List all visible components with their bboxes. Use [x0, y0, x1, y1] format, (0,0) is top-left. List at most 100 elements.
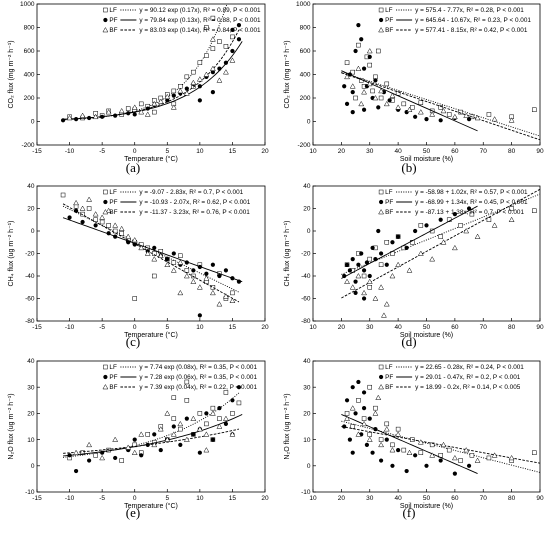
- point-pf: [152, 432, 157, 437]
- point-bf: [383, 301, 390, 307]
- legend-equation: y = 79.84 exp (0.13x), R² = 0.88, P < 0.…: [139, 17, 261, 24]
- point-bf: [86, 441, 93, 448]
- point-pf: [413, 228, 418, 234]
- y-tick-label: 40: [303, 183, 311, 190]
- point-bf: [389, 447, 396, 453]
- point-bf: [395, 261, 402, 267]
- point-bf: [151, 256, 158, 262]
- point-bf: [125, 233, 132, 239]
- legend-equation: y = 29.01 - 0.47x, R² = 0.2, P < 0.001: [415, 374, 521, 381]
- point-bf: [105, 109, 112, 115]
- point-lf: [367, 62, 372, 68]
- y-tick-label: -10: [25, 489, 35, 496]
- legend-marker-pf: [379, 17, 384, 23]
- point-lf: [80, 211, 85, 217]
- point-bf: [378, 441, 385, 448]
- point-lf: [125, 106, 131, 111]
- point-pf: [197, 313, 202, 318]
- x-tick-label: 10: [309, 495, 317, 502]
- point-pf: [165, 98, 170, 103]
- point-lf: [384, 240, 390, 245]
- x-tick-label: -10: [65, 495, 75, 502]
- point-lf: [210, 46, 216, 51]
- point-bf: [491, 222, 498, 228]
- y-tick-label: 0: [307, 463, 311, 470]
- legend-name: LF: [109, 189, 117, 196]
- point-lf: [458, 458, 463, 463]
- x-tick-label: 0: [133, 324, 137, 331]
- point-pf: [184, 260, 189, 265]
- point-bf: [381, 312, 387, 318]
- point-bf: [203, 431, 210, 437]
- x-tick-label: 30: [366, 148, 374, 155]
- point-pf: [376, 228, 381, 234]
- x-tick-label: 10: [196, 495, 204, 502]
- plot-area: [60, 4, 243, 123]
- y-tick-label: 600: [300, 48, 311, 55]
- point-lf: [367, 384, 372, 390]
- point-pf: [466, 206, 472, 211]
- point-pf: [236, 37, 242, 42]
- point-lf: [384, 421, 390, 427]
- point-lf: [80, 450, 85, 455]
- point-pf: [367, 416, 372, 421]
- point-lf: [152, 109, 157, 115]
- point-pf: [236, 385, 242, 390]
- point-lf: [418, 450, 424, 455]
- point-pf: [171, 251, 176, 256]
- y-tick-label: 40: [303, 358, 311, 365]
- point-pf: [424, 117, 429, 122]
- y-tick-label: 10: [27, 437, 35, 444]
- point-pf: [370, 450, 375, 455]
- y-tick-label: -60: [25, 296, 35, 303]
- point-bf: [344, 278, 350, 284]
- point-bf: [86, 196, 93, 202]
- point-lf: [353, 95, 358, 101]
- point-pf: [350, 90, 355, 95]
- x-tick-label: -5: [99, 495, 105, 502]
- legend-marker-bf: [378, 26, 385, 33]
- legend-marker-lf: [103, 189, 108, 195]
- point-bf: [451, 244, 458, 251]
- legend-name: BF: [385, 209, 393, 216]
- point-lf: [384, 81, 390, 87]
- point-bf: [151, 100, 158, 107]
- point-bf: [209, 410, 216, 416]
- legend-marker-bf: [102, 26, 109, 33]
- point-bf: [358, 100, 365, 107]
- point-lf: [223, 390, 229, 395]
- legend-equation: y = -58.98 + 1.02x, R² = 0.57, P < 0.001: [415, 189, 528, 196]
- point-bf: [355, 65, 362, 71]
- y-tick-label: 400: [300, 72, 311, 79]
- y-axis-title: N₂O flux (ug m⁻² h⁻¹): [284, 393, 291, 459]
- point-lf: [112, 228, 118, 234]
- point-pf: [60, 118, 66, 123]
- point-bf: [216, 423, 223, 429]
- point-lf: [99, 219, 105, 225]
- point-pf: [347, 437, 352, 442]
- point-pf: [424, 463, 429, 468]
- y-axis-title: CO₂ flux (mg m⁻² h⁻¹): [8, 40, 15, 108]
- point-bf: [73, 199, 80, 206]
- plot-area: [60, 192, 243, 318]
- point-bf: [417, 250, 424, 256]
- point-pf: [379, 251, 384, 256]
- point-bf: [229, 297, 236, 303]
- y-tick-label: 0: [307, 119, 311, 126]
- point-bf: [170, 431, 177, 437]
- point-lf: [217, 39, 222, 44]
- y-axis-title: CH₄ flux (ug m⁻² h⁻¹): [8, 221, 15, 287]
- point-bf: [209, 289, 216, 296]
- point-pf: [361, 296, 367, 301]
- plot-frame: [312, 185, 541, 322]
- point-pf: [361, 66, 367, 71]
- point-lf: [230, 34, 235, 40]
- point-lf: [532, 450, 537, 455]
- point-bf: [190, 415, 197, 421]
- point-pf: [344, 101, 350, 106]
- point-lf: [119, 458, 124, 463]
- point-pf: [359, 251, 364, 256]
- point-pf: [350, 257, 355, 262]
- point-lf: [532, 208, 537, 213]
